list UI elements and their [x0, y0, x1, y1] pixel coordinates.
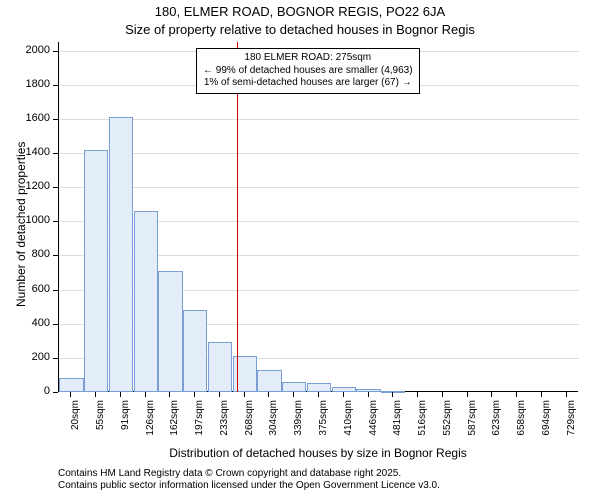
histogram-bar: [158, 271, 182, 392]
xtick-label: 446sqm: [368, 400, 379, 450]
xtick-mark: [442, 392, 443, 397]
histogram-bar: [109, 117, 133, 392]
xtick-mark: [392, 392, 393, 397]
chart-title-sub: Size of property relative to detached ho…: [0, 22, 600, 37]
xtick-label: 623sqm: [491, 400, 502, 450]
xtick-label: 197sqm: [194, 400, 205, 450]
histogram-bar: [332, 387, 356, 392]
reference-line: [237, 42, 238, 392]
ytick-label: 1800: [16, 78, 50, 90]
xtick-label: 339sqm: [293, 400, 304, 450]
ytick-mark: [53, 51, 58, 52]
ytick-mark: [53, 119, 58, 120]
ytick-label: 800: [16, 248, 50, 260]
plot-area: [58, 42, 578, 392]
gridline-y: [59, 153, 579, 154]
xtick-label: 658sqm: [516, 400, 527, 450]
histogram-bar: [208, 342, 232, 392]
xtick-mark: [566, 392, 567, 397]
xtick-label: 481sqm: [392, 400, 403, 450]
xtick-mark: [467, 392, 468, 397]
xtick-mark: [268, 392, 269, 397]
annotation-line3: 1% of semi-detached houses are larger (6…: [203, 77, 413, 90]
ytick-label: 1600: [16, 112, 50, 124]
ytick-mark: [53, 187, 58, 188]
xtick-mark: [169, 392, 170, 397]
xtick-mark: [219, 392, 220, 397]
xtick-label: 91sqm: [120, 400, 131, 450]
ytick-label: 200: [16, 351, 50, 363]
histogram-bar: [233, 356, 257, 392]
ytick-mark: [53, 290, 58, 291]
ytick-mark: [53, 392, 58, 393]
histogram-bar: [282, 382, 306, 392]
xtick-label: 162sqm: [169, 400, 180, 450]
ytick-label: 0: [16, 385, 50, 397]
xtick-label: 233sqm: [219, 400, 230, 450]
xtick-mark: [491, 392, 492, 397]
histogram-bar: [134, 211, 158, 392]
footer-line1: Contains HM Land Registry data © Crown c…: [58, 468, 440, 480]
gridline-y: [59, 119, 579, 120]
xtick-mark: [95, 392, 96, 397]
ytick-mark: [53, 255, 58, 256]
xtick-label: 694sqm: [541, 400, 552, 450]
xtick-label: 268sqm: [244, 400, 255, 450]
annotation-line2: ← 99% of detached houses are smaller (4,…: [203, 65, 413, 78]
ytick-label: 2000: [16, 44, 50, 56]
annotation-box: 180 ELMER ROAD: 275sqm ← 99% of detached…: [196, 48, 420, 94]
xtick-mark: [293, 392, 294, 397]
footer-attribution: Contains HM Land Registry data © Crown c…: [58, 468, 440, 492]
xtick-label: 552sqm: [442, 400, 453, 450]
xtick-mark: [417, 392, 418, 397]
ytick-mark: [53, 358, 58, 359]
histogram-bar: [59, 378, 83, 392]
xtick-mark: [516, 392, 517, 397]
ytick-label: 400: [16, 317, 50, 329]
chart-container: 180, ELMER ROAD, BOGNOR REGIS, PO22 6JA …: [0, 0, 600, 500]
xtick-label: 516sqm: [417, 400, 428, 450]
xtick-label: 55sqm: [95, 400, 106, 450]
chart-title-main: 180, ELMER ROAD, BOGNOR REGIS, PO22 6JA: [0, 4, 600, 19]
xtick-label: 126sqm: [145, 400, 156, 450]
ytick-label: 1200: [16, 180, 50, 192]
ytick-mark: [53, 324, 58, 325]
xtick-mark: [244, 392, 245, 397]
ytick-label: 600: [16, 283, 50, 295]
histogram-bar: [307, 383, 331, 392]
xtick-label: 410sqm: [343, 400, 354, 450]
histogram-bar: [257, 370, 281, 392]
xtick-mark: [541, 392, 542, 397]
xtick-mark: [145, 392, 146, 397]
gridline-y: [59, 187, 579, 188]
xtick-label: 375sqm: [318, 400, 329, 450]
ytick-mark: [53, 221, 58, 222]
xtick-mark: [343, 392, 344, 397]
histogram-bar: [84, 150, 108, 392]
xtick-mark: [70, 392, 71, 397]
xtick-label: 20sqm: [70, 400, 81, 450]
xtick-label: 587sqm: [467, 400, 478, 450]
xtick-mark: [318, 392, 319, 397]
footer-line2: Contains public sector information licen…: [58, 480, 440, 492]
xtick-mark: [194, 392, 195, 397]
xtick-label: 729sqm: [566, 400, 577, 450]
annotation-line1: 180 ELMER ROAD: 275sqm: [203, 52, 413, 65]
ytick-mark: [53, 153, 58, 154]
ytick-label: 1000: [16, 214, 50, 226]
ytick-mark: [53, 85, 58, 86]
xtick-label: 304sqm: [268, 400, 279, 450]
ytick-label: 1400: [16, 146, 50, 158]
xtick-mark: [368, 392, 369, 397]
xtick-mark: [120, 392, 121, 397]
histogram-bar: [183, 310, 207, 392]
